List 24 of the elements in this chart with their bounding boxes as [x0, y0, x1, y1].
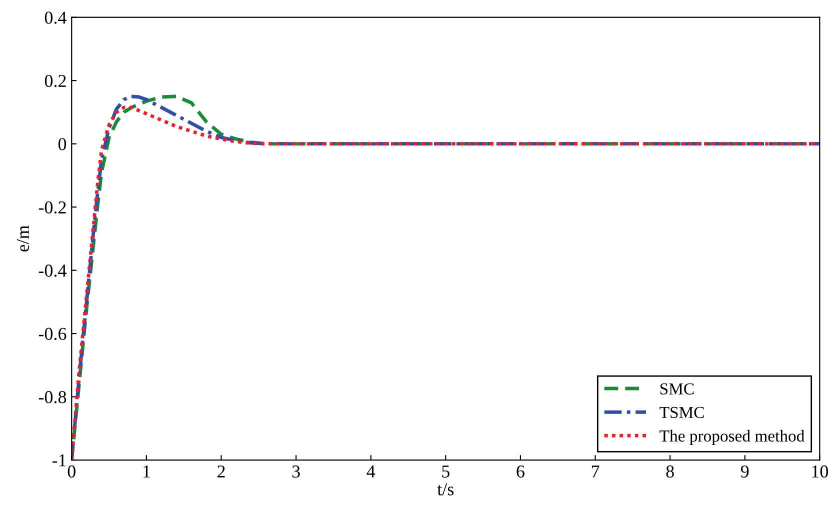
x-tick-label: 9 — [740, 465, 749, 478]
y-tick-label: -0.8 — [38, 391, 66, 404]
x-tick-label: 3 — [292, 465, 300, 478]
x-tick-label: 4 — [366, 466, 376, 478]
x-tick-label: 1 — [144, 465, 150, 478]
y-tick-label: 0.4 — [44, 12, 66, 24]
x-axis-title: t/s — [437, 483, 454, 496]
y-tick-label: 0.2 — [44, 74, 66, 88]
y-tick-label: 0 — [58, 138, 66, 150]
y-tick-label: -0.6 — [38, 328, 66, 340]
y-tick-label: -0.2 — [38, 201, 66, 214]
y-tick-label: -1 — [52, 454, 66, 466]
legend-label: SMC — [660, 383, 694, 395]
y-tick-label: -0.4 — [38, 264, 66, 277]
x-tick-label: 7 — [592, 466, 600, 478]
x-tick-label: 5 — [442, 466, 450, 478]
x-tick-label: 6 — [516, 465, 524, 478]
y-axis-title: e/m — [16, 225, 29, 252]
x-tick-label: 2 — [218, 465, 225, 478]
x-tick-label: 0 — [68, 465, 76, 478]
x-tick-label: 8 — [666, 465, 674, 478]
legend-label: The proposed method — [660, 430, 804, 446]
legend-label: TSMC — [660, 406, 704, 418]
x-tick-label: 10 — [812, 465, 828, 478]
